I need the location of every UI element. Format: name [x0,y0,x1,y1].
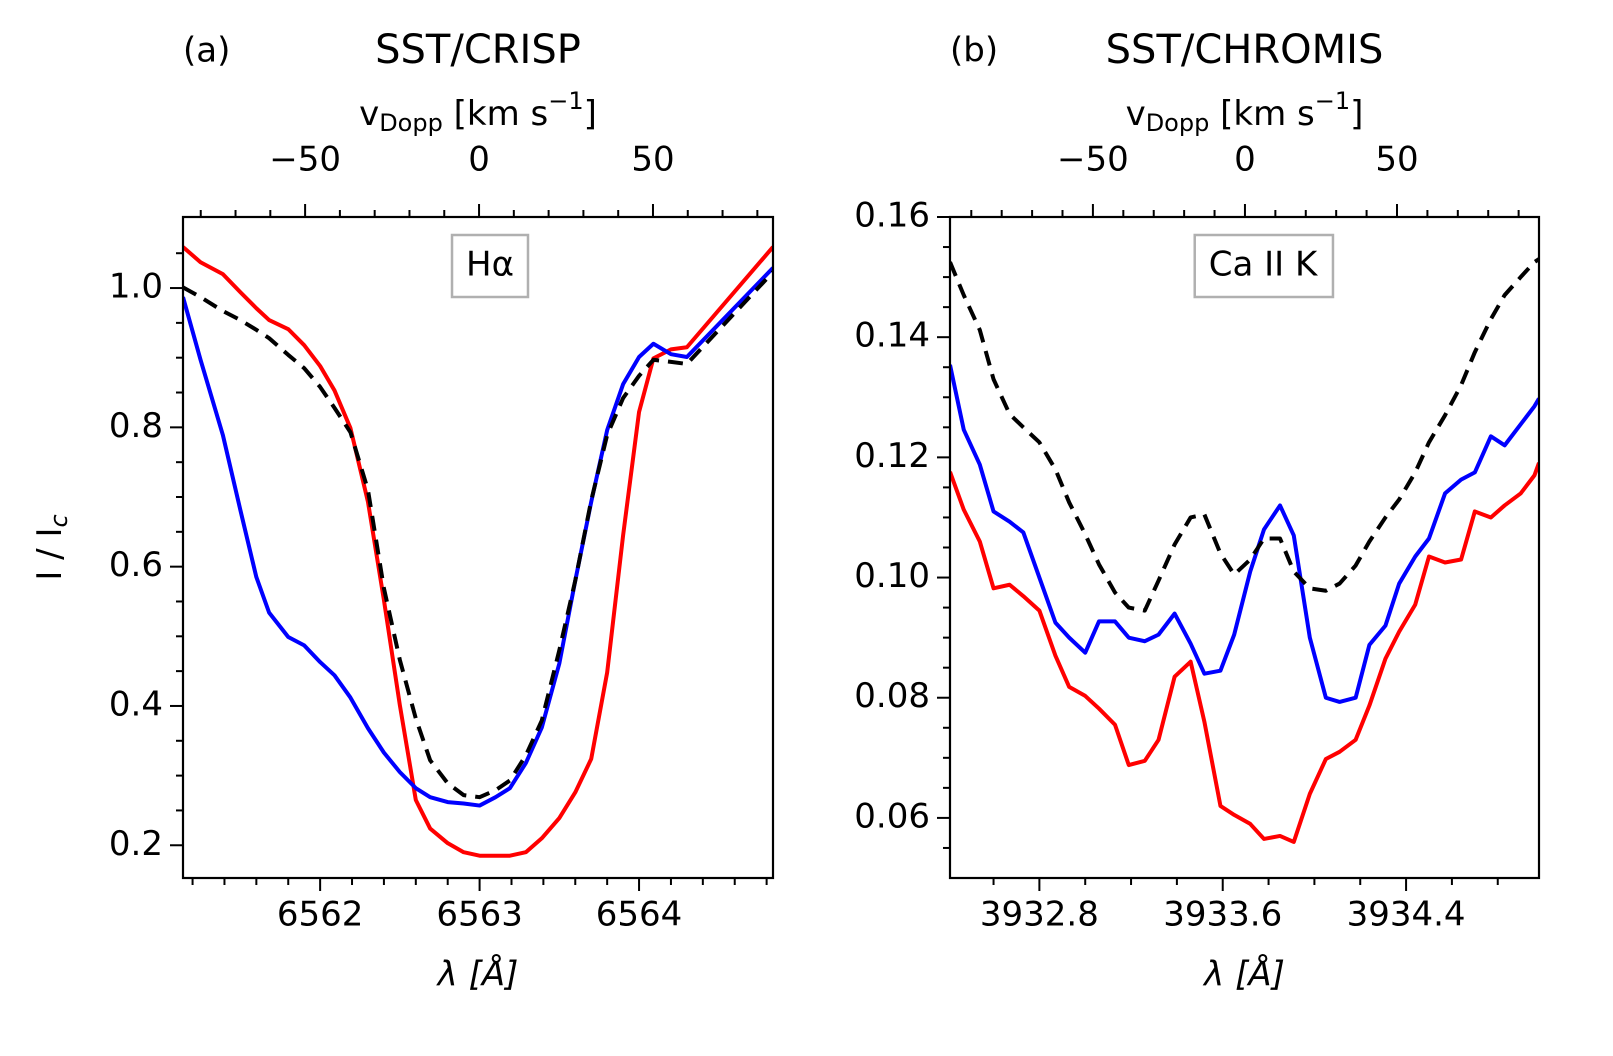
plot-frame [948,215,1541,880]
chart-title: SST/CHROMIS [1106,27,1384,73]
chart-title: SST/CRISP [375,27,581,73]
x2-axis-label-part: [km s [443,94,548,134]
x2-tick-label: −50 [269,140,341,180]
x-tick-label: 6564 [596,895,683,935]
x2-axis-label: vDopp [km s−1] [1126,87,1364,137]
y-tick-label: 1.0 [109,267,163,307]
series-line [183,245,773,858]
annotation: Hα [466,245,514,285]
y-tick-label: 0.10 [854,556,930,596]
y-tick-label: 0.14 [854,316,930,356]
x2-tick-label: 0 [1234,140,1256,180]
x-tick-label: 3933.6 [1163,895,1282,935]
x-tick-label: 6563 [436,895,523,935]
y-axis-label-sub: c [45,514,73,527]
x-tick-label: 3934.4 [1347,895,1466,935]
x-tick-label: 3932.8 [980,895,1099,935]
panel-label: (b) [950,31,998,71]
annotation-box [1193,233,1335,299]
y-tick-label: 0.06 [854,796,930,836]
panel-label: (a) [183,31,230,71]
x2-axis-label-part: [km s [1209,94,1314,134]
x2-axis-label-part: ] [1350,94,1363,134]
x2-tick-label: 50 [1375,140,1418,180]
y-tick-label: 0.08 [854,676,930,716]
annotation-box [450,233,530,299]
x2-axis-label-part: −1 [548,87,583,115]
y-tick-label: 0.16 [854,196,930,236]
x-axis-label: λ [Å] [1202,954,1285,995]
series-line [950,257,1539,613]
x-axis-label: λ [Å] [436,954,519,995]
x2-axis-label: vDopp [km s−1] [359,87,597,137]
y-tick-label: 0.6 [109,545,163,585]
series-line [950,462,1539,844]
plot-frame [181,215,775,880]
series-line [950,364,1539,704]
x2-axis-label-part: v [1126,94,1146,134]
series-line [183,266,773,808]
x2-axis-label-part: Dopp [1146,109,1210,137]
x2-axis-label-part: −1 [1315,87,1350,115]
x2-axis-label-part: ] [584,94,597,134]
y-tick-label: 0.2 [109,824,163,864]
y-axis-label-part: I / I [30,528,70,581]
annotation: Ca II K [1209,245,1319,285]
y-tick-label: 0.4 [109,684,163,724]
x2-tick-label: −50 [1057,140,1129,180]
x2-tick-label: 0 [468,140,490,180]
y-tick-label: 0.12 [854,436,930,476]
x2-axis-label-part: v [359,94,379,134]
y-axis-label: I / Ic [30,514,74,580]
y-tick-label: 0.8 [109,406,163,446]
x2-tick-label: 50 [631,140,674,180]
series-line [183,270,773,800]
x-tick-label: 6562 [277,895,364,935]
x2-axis-label-part: Dopp [379,109,443,137]
